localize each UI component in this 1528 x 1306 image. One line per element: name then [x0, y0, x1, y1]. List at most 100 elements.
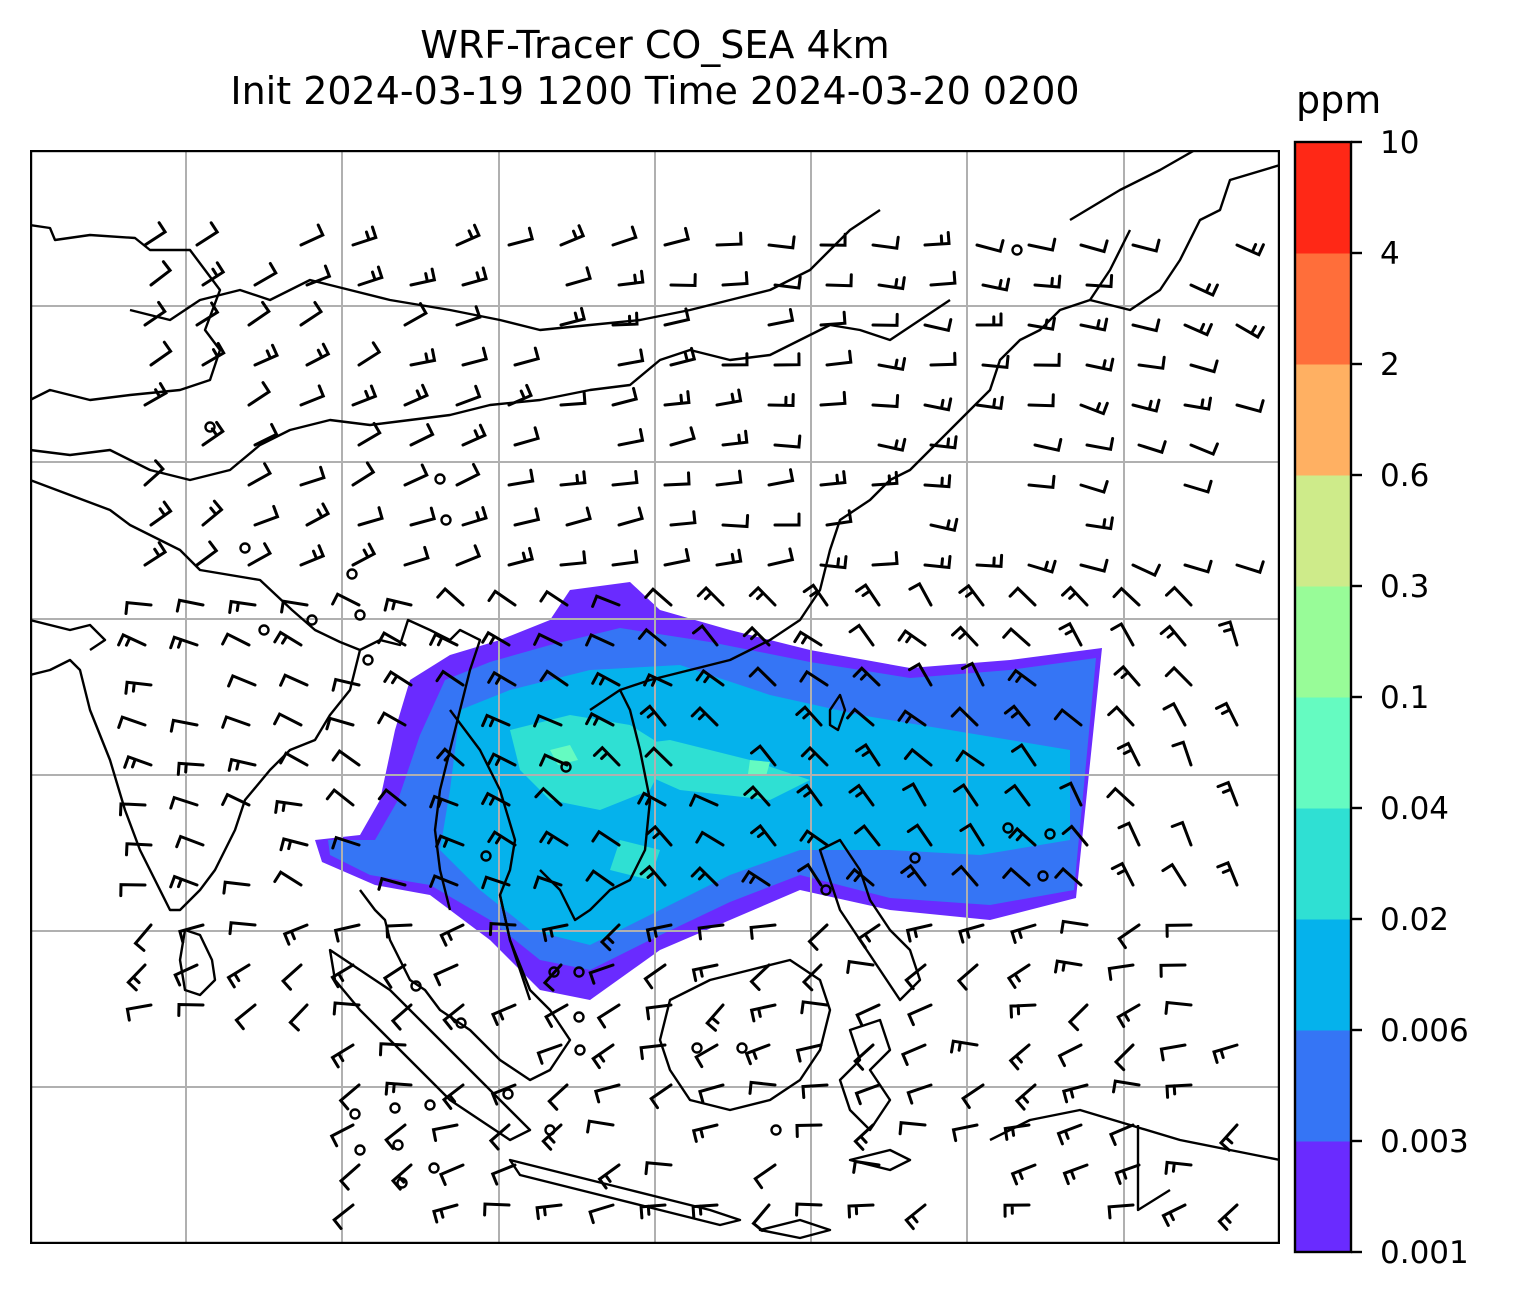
wind-barb: [923, 318, 953, 333]
wind-barb: [1189, 359, 1219, 374]
wind-barb: [143, 221, 168, 247]
wind-barb: [1131, 318, 1161, 333]
wind-barb: [669, 346, 697, 367]
wind-barb: [279, 751, 309, 767]
wind-barb: [637, 791, 667, 807]
wind-barb: [694, 1043, 719, 1069]
wind-barb: [767, 547, 795, 567]
wind-barb: [227, 673, 257, 688]
wind-barb: [325, 716, 355, 731]
wind-barb: [461, 506, 488, 527]
wind-barb: [305, 342, 331, 367]
wind-barb: [126, 963, 147, 992]
wind-barb: [175, 834, 205, 849]
wind-barb: [1010, 1163, 1037, 1186]
wind-barb: [854, 823, 881, 847]
wind-barb: [1033, 274, 1062, 289]
wind-barb: [1053, 707, 1083, 727]
wind-barb: [1011, 743, 1037, 767]
wind-barb: [767, 235, 796, 250]
wind-barb: [585, 633, 615, 647]
wind-barb: [143, 541, 168, 567]
wind-barb: [536, 1043, 563, 1065]
wind-barb: [611, 470, 639, 487]
wind-barb: [177, 1002, 205, 1017]
wind-barb: [228, 921, 257, 936]
wind-barb: [923, 231, 951, 247]
wind-barb: [432, 1203, 459, 1224]
wind-barb: [228, 599, 257, 614]
wind-barb: [201, 261, 226, 287]
coast-sumatra: [328, 948, 532, 1142]
wind-barb: [409, 267, 437, 287]
wind-barb: [871, 470, 899, 487]
wind-barb: [253, 504, 280, 527]
wind-barb: [692, 623, 719, 647]
wind-barb: [124, 680, 153, 695]
wind-barb: [1165, 1083, 1193, 1099]
wind-barb: [742, 625, 771, 647]
wind-barb: [338, 1163, 361, 1191]
wind-barb: [846, 707, 875, 727]
wind-barb: [149, 260, 173, 287]
wind-barb: [597, 1163, 621, 1190]
wind-barb: [799, 669, 829, 687]
calm-marker: [573, 966, 585, 978]
coast-timor: [758, 1148, 912, 1240]
wind-barb: [274, 799, 303, 814]
wind-barb: [333, 923, 361, 943]
wind-barb: [143, 459, 166, 487]
wind-barb: [750, 823, 777, 847]
colorbar-ticks: 0.001 0.003 0.006 0.02 0.04 0.1 0.3 0.6 2 4 10: [1351, 130, 1469, 1271]
wind-barb: [586, 1119, 615, 1134]
wind-barb: [877, 437, 907, 452]
wind-barb: [1117, 821, 1141, 847]
wind-barb: [721, 352, 749, 367]
calm-marker: [258, 624, 270, 636]
wind-barb: [1057, 1043, 1083, 1068]
wind-barb: [234, 1003, 257, 1031]
wind-barb: [455, 305, 482, 327]
wind-barb: [1009, 1003, 1037, 1019]
wind-barb: [908, 662, 933, 687]
wind-barb: [1218, 1123, 1239, 1152]
coast-borneo: [658, 958, 832, 1112]
wind-barb: [1107, 963, 1135, 981]
wind-barb: [855, 583, 881, 607]
wind-barb: [1212, 1043, 1239, 1064]
wind-barb: [773, 434, 802, 449]
wind-barb: [539, 753, 569, 767]
wind-barb: [1183, 396, 1212, 411]
wind-barb: [923, 474, 952, 489]
wind-barb: [975, 239, 1005, 254]
wind-barb: [169, 718, 199, 733]
wind-barb: [435, 834, 465, 848]
wind-barb: [975, 553, 1004, 568]
coast-bay-bengal-east: [359, 618, 482, 911]
figure-title-line2: Init 2024-03-19 1200 Time 2024-03-20 020…: [230, 69, 1080, 113]
wind-barb: [593, 1083, 621, 1104]
coast-korea: [1089, 163, 1280, 312]
wind-barb: [1131, 238, 1161, 253]
wind-barb: [721, 514, 750, 529]
wind-barb: [357, 265, 384, 287]
wind-barb: [1117, 923, 1141, 950]
coast-myanmar-thailand: [359, 709, 572, 1082]
wind-barb: [1085, 357, 1115, 372]
wind-barb: [377, 711, 407, 727]
colorbar-unit-label: ppm: [1296, 78, 1382, 122]
wind-barb: [178, 923, 205, 944]
wind-barb: [767, 308, 795, 327]
wind-barb: [429, 874, 459, 888]
wind-barb: [897, 709, 927, 727]
coast-taiwan: [828, 693, 847, 732]
wind-barb: [929, 517, 959, 532]
wind-barb: [1216, 860, 1239, 887]
wind-barb: [431, 1123, 459, 1142]
wind-barb: [853, 1043, 875, 1071]
wind-barb: [643, 673, 673, 687]
wind-barb: [1112, 1079, 1141, 1094]
wind-barb: [748, 666, 777, 687]
wind-barb: [855, 742, 881, 767]
wind-barb: [807, 923, 829, 951]
